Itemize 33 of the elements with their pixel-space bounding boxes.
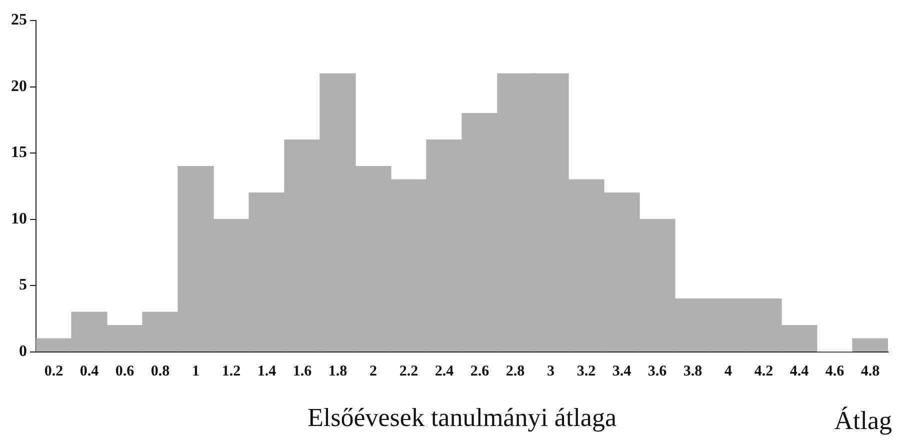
- x-tick-label: 1.8: [328, 364, 348, 380]
- x-tick-label: 1.4: [257, 364, 277, 380]
- x-axis-title: Elsőévesek tanulmányi átlaga: [307, 403, 617, 432]
- x-tick-label: 0.4: [80, 364, 100, 380]
- y-tick-label: 15: [11, 144, 27, 162]
- x-tick-label: 0.6: [115, 364, 135, 380]
- x-tick-label: 2.8: [506, 364, 525, 380]
- y-tick-label: 10: [11, 210, 27, 228]
- bar: [852, 338, 888, 352]
- x-tick-label: 3.4: [612, 364, 632, 380]
- y-tick-label: 5: [19, 276, 27, 294]
- x-tick-label: 0.8: [150, 364, 170, 380]
- y-tick-label: 25: [11, 12, 27, 29]
- x-tick-label: 4.6: [825, 364, 845, 380]
- x-tick-label: 4.4: [790, 364, 810, 380]
- x-tick-label: 2.2: [399, 364, 418, 380]
- x-tick-label: 1.2: [222, 364, 241, 380]
- x-tick-label: 3.6: [648, 364, 668, 380]
- x-tick-label: 3: [547, 364, 554, 380]
- x-tick-label: 3.8: [683, 364, 702, 380]
- x-tick-label: 4.8: [860, 364, 880, 380]
- x-tick-label: 1.6: [292, 364, 312, 380]
- x-tick-label: 3.2: [576, 364, 596, 380]
- x-tick-label: 2: [370, 364, 377, 380]
- x-tick-label: 2.6: [470, 364, 490, 380]
- x-tick-label: 4.2: [754, 364, 774, 380]
- x-tick-label: 4: [724, 364, 732, 380]
- y-tick-label: 0: [19, 342, 27, 360]
- x-tick-label: 0.2: [44, 364, 64, 380]
- x-tick-label: 1: [192, 364, 200, 380]
- text: Átlag: [834, 406, 892, 435]
- y-tick-label: 20: [11, 78, 27, 95]
- x-tick-label: 2.4: [434, 364, 454, 380]
